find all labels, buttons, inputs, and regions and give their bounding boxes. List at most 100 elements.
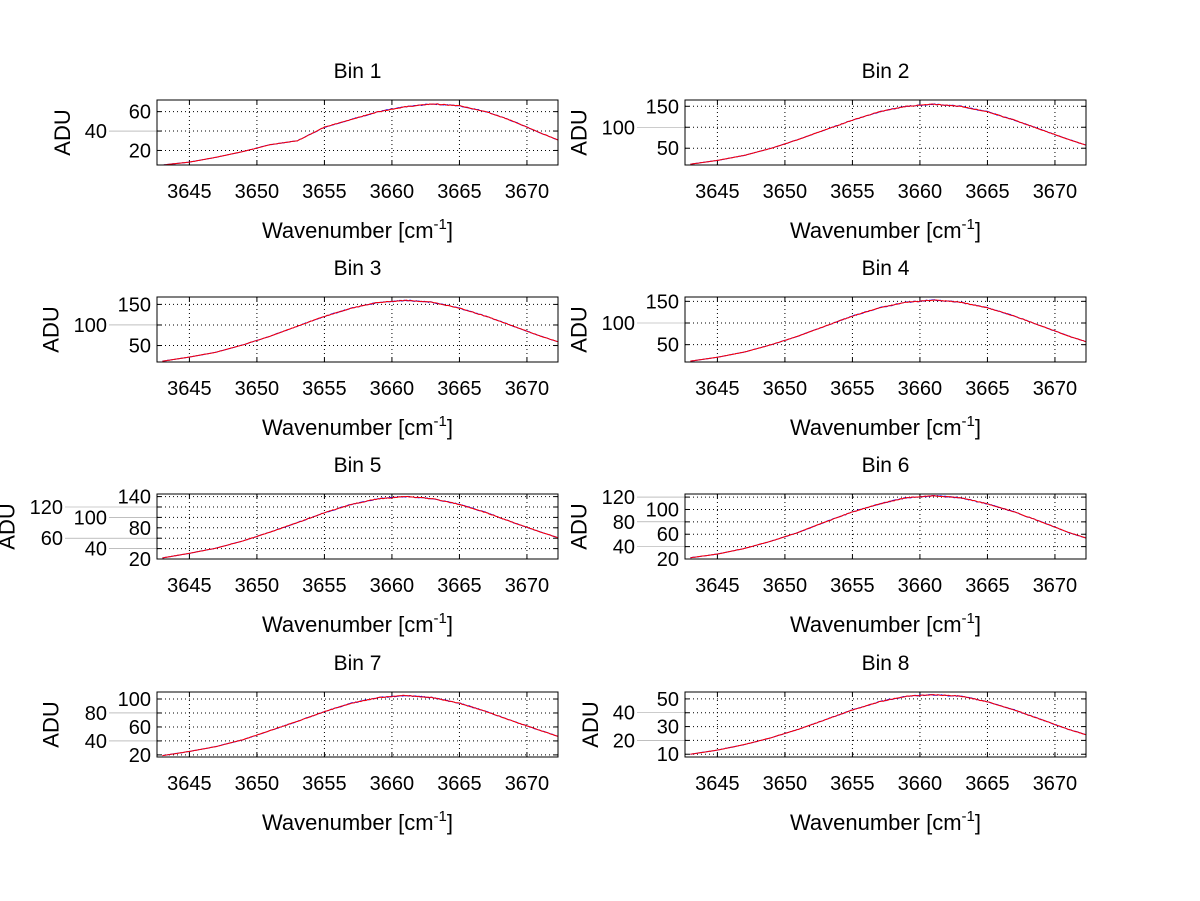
x-tick-label: 3655 (830, 575, 875, 597)
y-axis-label: ADU (39, 701, 64, 747)
subplot-title: Bin 1 (334, 60, 382, 83)
x-tick-label: 3650 (235, 773, 280, 795)
x-tick-label: 3645 (167, 181, 212, 203)
series-line-blue (690, 103, 1086, 165)
subplot-bin-1: 3645 3650 3655 3660 3665 3670 20 40 60 Bin 1 ADU Wa… (50, 60, 559, 243)
y-tick-label: 40 (85, 539, 107, 561)
y-tick-label: 40 (613, 537, 635, 559)
x-axis-label-end: ] (447, 612, 453, 637)
x-axis-label-superscript: -1 (962, 216, 975, 233)
x-tick-label: 3645 (167, 378, 212, 400)
subplot-title: Bin 5 (334, 454, 382, 477)
x-axis-label-text: Wavenumber [cm (262, 415, 434, 440)
x-tick-label: 3655 (302, 575, 347, 597)
y-tick-label: 100 (74, 507, 107, 529)
y-tick-label: 20 (129, 549, 151, 571)
y-tick-label: 150 (118, 294, 151, 316)
x-axis-label: Wavenumber [cm-1] (790, 610, 981, 637)
x-tick-label: 3665 (965, 575, 1010, 597)
x-axis-label-text: Wavenumber [cm (262, 218, 434, 243)
axes-box (156, 493, 559, 560)
y-axis-label: ADU (0, 503, 20, 549)
x-tick-label: 3650 (763, 181, 808, 203)
y-tick-label: 120 (30, 497, 63, 519)
y-axis-label: ADU (567, 503, 592, 549)
x-tick-label: 3650 (235, 378, 280, 400)
y-tick-label: 150 (646, 291, 679, 313)
x-axis-label-end: ] (975, 218, 981, 243)
x-axis-label-superscript: -1 (434, 610, 447, 627)
x-tick-label: 3660 (370, 773, 415, 795)
y-tick-label: 100 (602, 117, 635, 139)
x-axis-label: Wavenumber [cm-1] (790, 808, 981, 835)
y-tick-label: 20 (129, 745, 151, 767)
series-line-red (690, 103, 1086, 165)
series-line-red (162, 299, 558, 362)
x-axis-label: Wavenumber [cm-1] (790, 216, 981, 243)
y-tick-label: 50 (129, 336, 151, 358)
y-tick-label: 60 (129, 102, 151, 124)
series-line-red (690, 693, 1086, 755)
x-tick-label: 3670 (505, 773, 550, 795)
x-tick-label: 3665 (437, 773, 482, 795)
y-tick-label: 20 (129, 140, 151, 162)
y-tick-label: 20 (657, 549, 679, 571)
series-line-blue (162, 694, 558, 757)
x-tick-label: 3670 (505, 181, 550, 203)
x-tick-label: 3645 (167, 575, 212, 597)
y-tick-label: 60 (41, 528, 63, 550)
x-tick-label: 3665 (965, 773, 1010, 795)
y-tick-label: 100 (602, 313, 635, 335)
x-axis-label-text: Wavenumber [cm (790, 612, 962, 637)
series-line-red (162, 103, 558, 165)
x-axis-label: Wavenumber [cm-1] (262, 808, 453, 835)
x-tick-label: 3655 (830, 378, 875, 400)
x-axis-label-end: ] (447, 218, 453, 243)
series-line-red (690, 299, 1086, 362)
y-axis-label: ADU (50, 109, 75, 155)
x-tick-label: 3645 (167, 773, 212, 795)
x-tick-label: 3645 (695, 378, 740, 400)
x-tick-label: 3650 (235, 181, 280, 203)
axes-box (684, 99, 1087, 166)
x-tick-label: 3650 (763, 575, 808, 597)
x-tick-label: 3660 (370, 575, 415, 597)
y-tick-label: 80 (129, 518, 151, 540)
y-tick-label: 10 (657, 744, 679, 766)
y-axis-label: ADU (39, 306, 64, 352)
x-axis-label-superscript: -1 (434, 216, 447, 233)
subplot-bin-8: 3645 3650 3655 3660 3665 3670 10 20 30 40 50 Bin 8 A… (578, 652, 1087, 835)
y-tick-label: 100 (646, 499, 679, 521)
subplot-bin-3: 3645 3650 3655 3660 3665 3670 50 100 150 Bin 3 ADU… (39, 257, 559, 440)
x-tick-label: 3660 (898, 181, 943, 203)
subplot-bin-5: 3645 3650 3655 3660 3665 3670 20 40 60 80 100 120 14… (0, 454, 559, 637)
x-axis-label-end: ] (447, 810, 453, 835)
x-tick-label: 3670 (1033, 378, 1078, 400)
subplot-title: Bin 2 (862, 60, 910, 83)
subplot-bin-7: 3645 3650 3655 3660 3665 3670 20 40 60 80 100 Bin 7… (39, 652, 559, 835)
y-tick-label: 80 (613, 512, 635, 534)
x-tick-label: 3665 (965, 181, 1010, 203)
y-tick-label: 40 (85, 121, 107, 143)
subplot-title: Bin 3 (334, 257, 382, 280)
x-axis-label-superscript: -1 (962, 413, 975, 430)
x-tick-label: 3655 (302, 773, 347, 795)
subplot-title: Bin 7 (334, 652, 382, 675)
x-axis-label-text: Wavenumber [cm (262, 612, 434, 637)
x-tick-label: 3660 (370, 181, 415, 203)
x-axis-label: Wavenumber [cm-1] (262, 610, 453, 637)
y-tick-label: 20 (613, 730, 635, 752)
x-tick-label: 3645 (695, 773, 740, 795)
x-axis-label-end: ] (975, 415, 981, 440)
x-axis-label-end: ] (975, 810, 981, 835)
x-tick-label: 3655 (830, 773, 875, 795)
x-axis-label-superscript: -1 (962, 808, 975, 825)
x-axis-label: Wavenumber [cm-1] (262, 413, 453, 440)
axes-box (156, 691, 559, 758)
series-line-blue (162, 299, 558, 362)
axes-box (156, 99, 559, 166)
y-tick-label: 50 (657, 335, 679, 357)
x-tick-label: 3670 (505, 575, 550, 597)
x-tick-label: 3645 (695, 575, 740, 597)
